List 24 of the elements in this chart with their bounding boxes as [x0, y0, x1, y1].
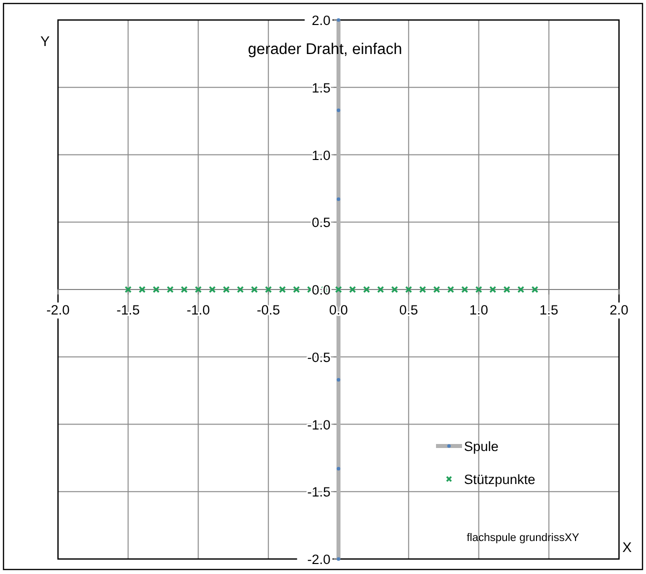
y-tick-label: -0.5: [307, 350, 330, 365]
y-tick-label: 2.0: [312, 13, 330, 28]
annotation: flachspule grundrissXY: [466, 532, 580, 544]
y-tick-label: 1.5: [312, 80, 330, 96]
x-tick-label: 1.0: [469, 302, 488, 318]
y-tick-label: 0.5: [312, 215, 330, 230]
legend-label: Spule: [464, 439, 499, 454]
x-tick-label: -0.5: [256, 302, 280, 318]
x-tick-label: 0.5: [399, 302, 418, 318]
x-tick-label: -2.0: [46, 302, 70, 318]
x-tick-label: 0.0: [329, 302, 348, 318]
y-tick-label: 1.0: [312, 148, 330, 163]
text: gerader Draht, einfach: [248, 41, 402, 58]
y-tick-label: -1.5: [307, 484, 330, 500]
y-axis-title: Y: [40, 33, 50, 49]
y-tick-label: -1.0: [307, 417, 330, 432]
legend-label: Stützpunkte: [464, 472, 536, 487]
x-axis-title: X: [622, 539, 632, 555]
x-tick-label: 1.5: [539, 302, 558, 318]
x-tick-label: -1.0: [186, 302, 210, 318]
x-tick-label: -1.5: [116, 302, 140, 318]
y-tick-label: -2.0: [307, 552, 330, 567]
x-tick-label: 2.0: [610, 302, 628, 318]
y-tick-label: 0.0: [312, 282, 330, 298]
